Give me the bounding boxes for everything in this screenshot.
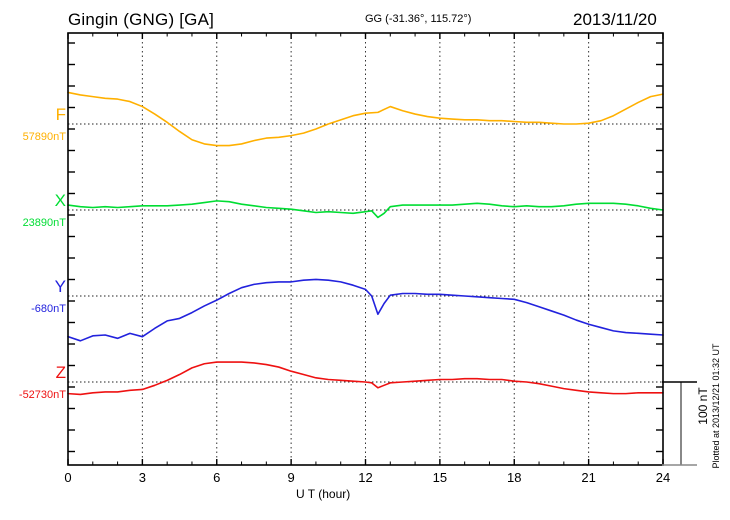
x-tick-label: 3 (138, 470, 146, 485)
component-label-y: Y (54, 277, 66, 296)
station-title: Gingin (GNG) [GA] (68, 10, 215, 29)
x-tick-label: 6 (213, 470, 221, 485)
component-label-f: F (55, 105, 66, 124)
component-baseline-f: 57890nT (22, 131, 66, 143)
x-tick-label: 21 (581, 470, 596, 485)
x-tick-label: 0 (64, 470, 72, 485)
component-baseline-z: -52730nT (18, 389, 66, 401)
x-tick-label: 15 (432, 470, 448, 485)
geographic-coordinates: GG (-31.36°, 115.72°) (365, 13, 472, 25)
component-baseline-x: 23890nT (22, 217, 66, 229)
trace-y (67, 278, 664, 342)
scale-bar-label: 100 nT (696, 387, 710, 425)
component-label-z: Z (55, 363, 66, 382)
x-tick-label: 9 (287, 470, 295, 485)
plot-frame-layer (67, 32, 664, 466)
trace-x (67, 200, 664, 219)
x-tick-label: 24 (655, 470, 671, 485)
x-axis-title: U T (hour) (296, 487, 351, 501)
trace-f (67, 91, 664, 147)
component-baseline-y: -680nT (31, 303, 66, 315)
component-label-x: X (54, 191, 66, 210)
trace-z (67, 361, 664, 396)
x-tick-label: 18 (507, 470, 522, 485)
plot-date: 2013/11/20 (573, 10, 657, 29)
plotted-timestamp: Plotted at 2013/12/21 01:32 UT (711, 343, 721, 469)
gridlines-layer (68, 33, 663, 465)
trace-layer (67, 91, 664, 396)
scale-bar (662, 381, 697, 466)
x-tick-label: 12 (358, 470, 373, 485)
